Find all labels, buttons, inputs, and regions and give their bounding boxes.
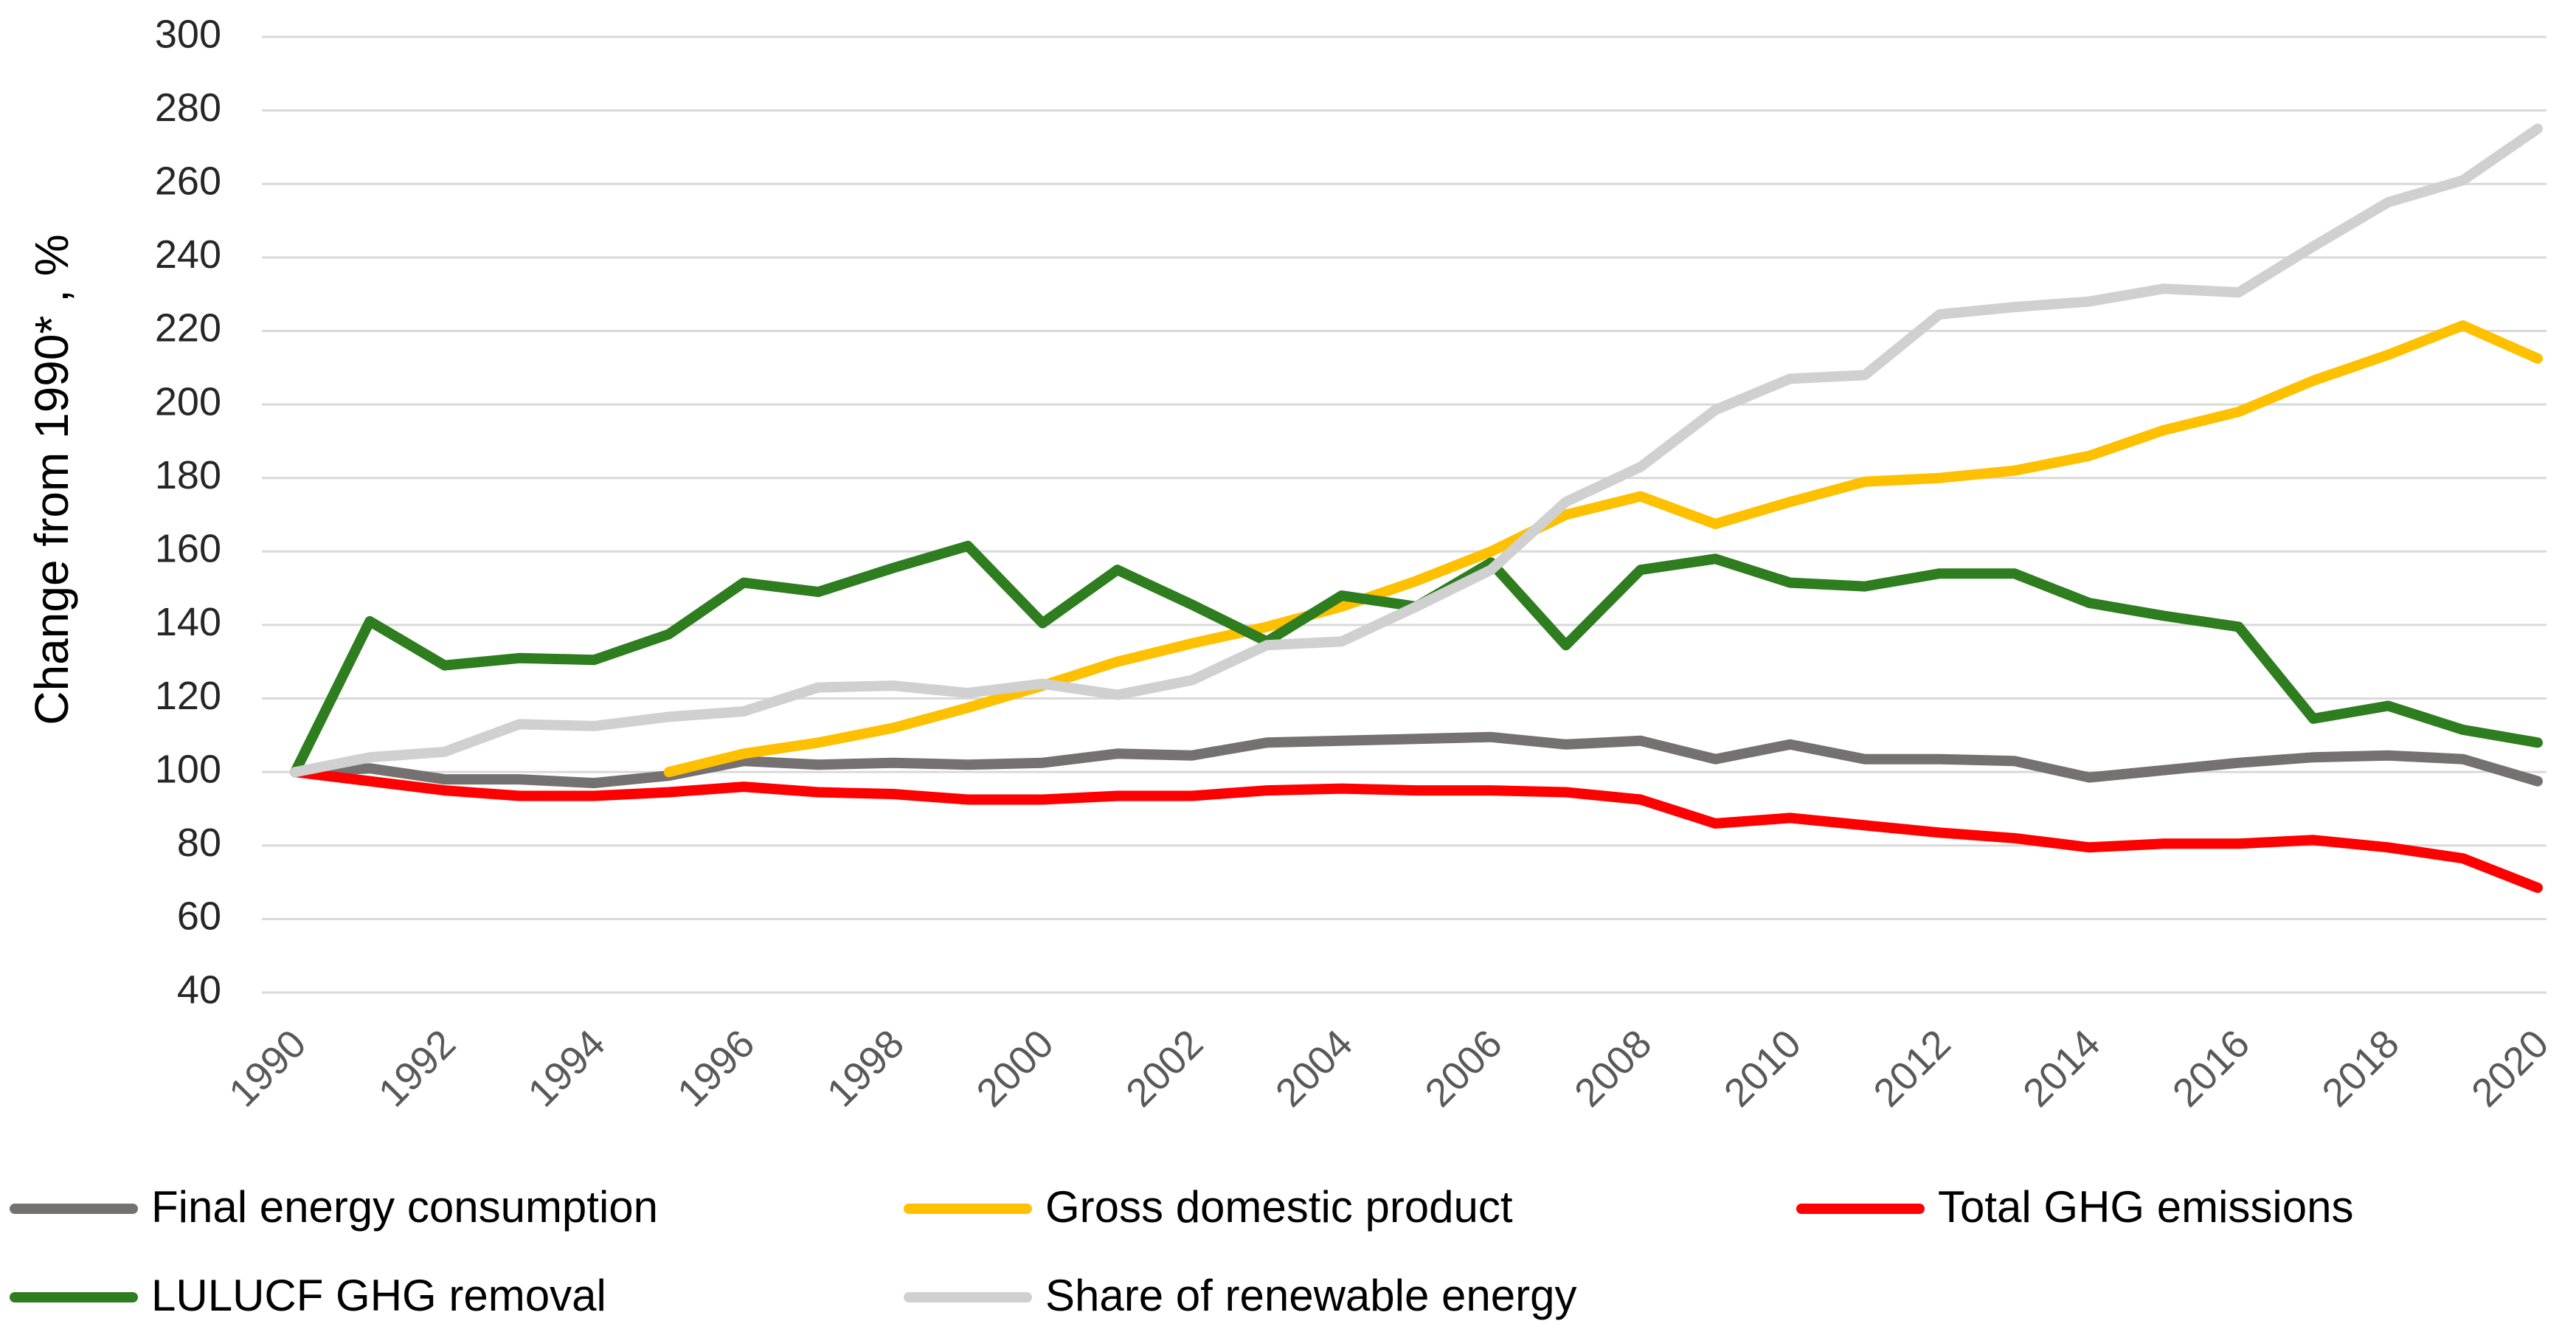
series-line-final_energy [290, 731, 2543, 789]
x-tick-label: 2014 [2015, 1021, 2108, 1115]
y-tick-label: 40 [177, 967, 221, 1012]
x-tick-label: 2004 [1267, 1021, 1361, 1115]
y-axis-ticks: 40 60 80 100 120 140 160 180 200 220 240 260 280 300 [155, 12, 221, 1012]
y-tick-label: 180 [155, 453, 221, 497]
legend-item-lulucf: LULUCF GHG removal [10, 1271, 606, 1320]
series-line-gdp [663, 320, 2543, 778]
legend-item-gdp: Gross domestic product [904, 1182, 1513, 1232]
x-tick-label: 2008 [1566, 1021, 1660, 1115]
x-tick-label: 2010 [1716, 1021, 1810, 1115]
x-tick-label: 1990 [221, 1021, 314, 1115]
y-tick-label: 300 [155, 12, 221, 56]
y-tick-label: 100 [155, 747, 221, 791]
x-tick-label: 2006 [1416, 1021, 1510, 1115]
y-tick-label: 280 [155, 86, 221, 130]
legend-label: LULUCF GHG removal [151, 1271, 606, 1320]
y-tick-label: 260 [155, 159, 221, 203]
x-tick-label: 2020 [2463, 1021, 2557, 1115]
y-tick-label: 160 [155, 527, 221, 571]
x-tick-label: 1992 [370, 1021, 464, 1115]
y-tick-label: 220 [155, 306, 221, 351]
legend-label: Gross domestic product [1045, 1182, 1513, 1232]
y-tick-label: 80 [177, 821, 221, 865]
legend-item-renewables: Share of renewable energy [904, 1271, 1576, 1320]
x-tick-label: 2002 [1118, 1021, 1211, 1115]
y-axis-title: Change from 1990* , % [25, 234, 78, 725]
series-lines [290, 123, 2543, 893]
x-axis-ticks: 1990 1992 1994 1996 1998 2000 2002 2004 2006 2008… [221, 1021, 2557, 1115]
gridlines [262, 35, 2546, 994]
y-tick-label: 200 [155, 379, 221, 424]
x-tick-label: 2016 [2164, 1021, 2258, 1115]
x-tick-label: 1996 [669, 1021, 763, 1115]
y-tick-label: 240 [155, 232, 221, 277]
legend-item-final_energy: Final energy consumption [10, 1182, 658, 1232]
series-line-ghg_emissions [290, 767, 2543, 893]
y-tick-label: 140 [155, 600, 221, 644]
x-tick-label: 2000 [968, 1021, 1062, 1115]
x-tick-label: 1994 [519, 1021, 613, 1115]
x-tick-label: 2012 [1865, 1021, 1959, 1115]
legend-label: Share of renewable energy [1045, 1271, 1576, 1320]
x-tick-label: 1998 [819, 1021, 913, 1115]
legend-item-ghg_emissions: Total GHG emissions [1796, 1182, 2354, 1232]
legend: Final energy consumption Gross domestic p… [10, 1182, 2354, 1320]
series-line-renewables [290, 123, 2543, 778]
legend-label: Final energy consumption [151, 1182, 658, 1232]
legend-label: Total GHG emissions [1938, 1182, 2354, 1232]
y-tick-label: 60 [177, 894, 221, 939]
x-tick-label: 2018 [2313, 1021, 2407, 1115]
y-tick-label: 120 [155, 674, 221, 718]
